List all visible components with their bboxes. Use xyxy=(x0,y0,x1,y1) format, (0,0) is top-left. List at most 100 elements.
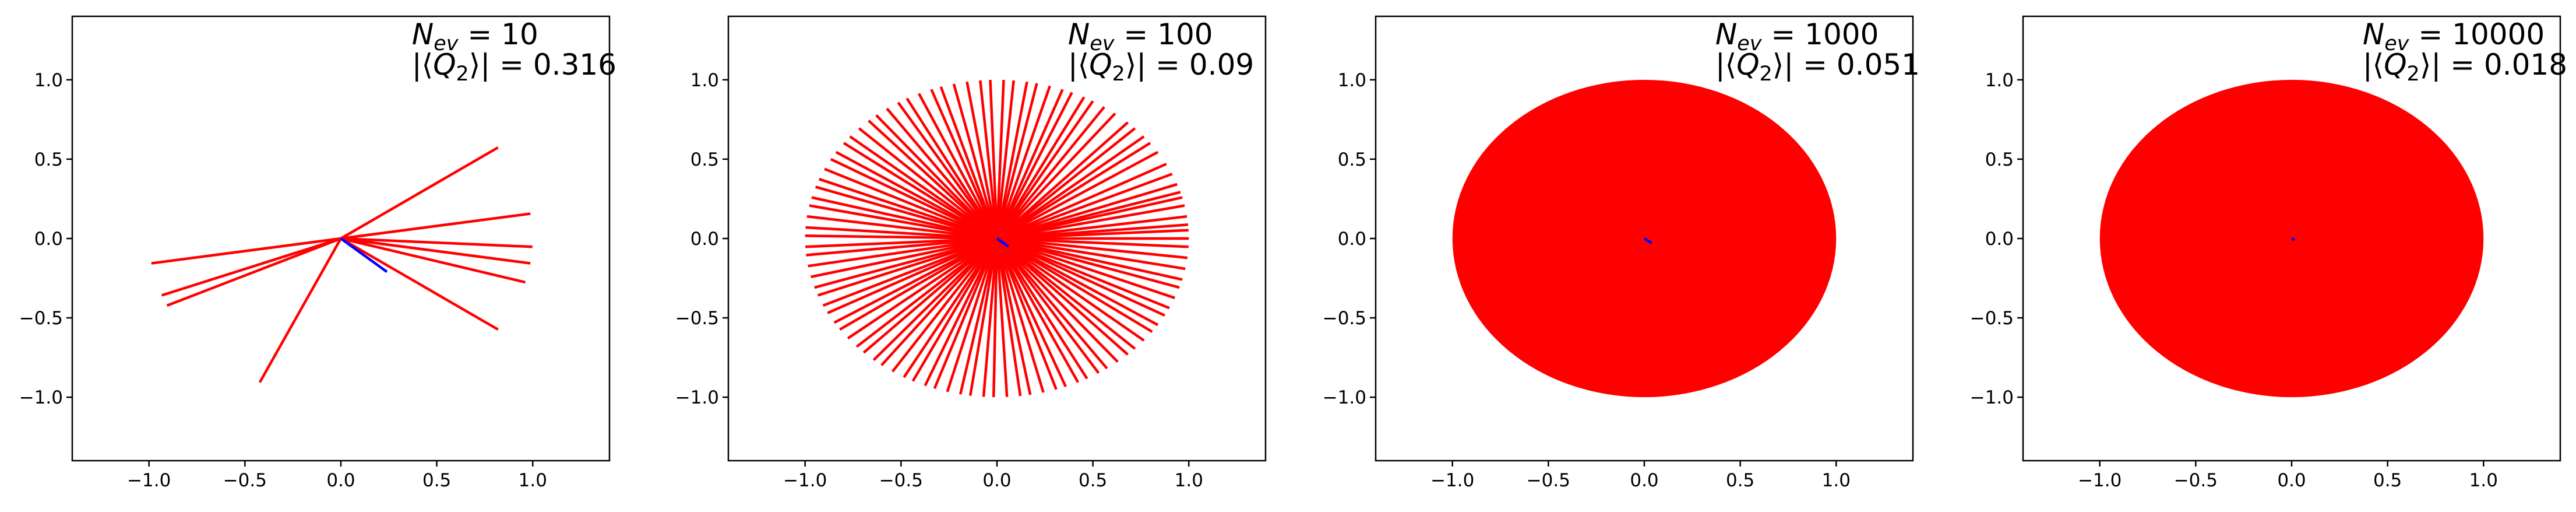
y-tick-label: −0.5 xyxy=(675,308,719,329)
x-tick-label: −0.5 xyxy=(223,470,267,491)
vector xyxy=(808,237,998,268)
symbol: N xyxy=(412,17,434,51)
vector xyxy=(855,237,998,348)
x-tick-label: 0.0 xyxy=(1630,470,1658,491)
vector xyxy=(996,237,1145,342)
vector xyxy=(939,86,999,239)
vector xyxy=(875,114,998,240)
x-tick-label: 0.0 xyxy=(982,470,1011,491)
vector xyxy=(996,237,1188,259)
mean-vector xyxy=(340,237,388,273)
vector xyxy=(911,237,998,382)
q-subscript: 2 xyxy=(2407,62,2420,86)
vector xyxy=(996,237,1088,380)
vector xyxy=(340,146,499,240)
x-tick-label: 0.5 xyxy=(1079,470,1107,491)
subscript: ev xyxy=(1090,32,1115,55)
x-tick-label: −0.5 xyxy=(879,470,923,491)
annotation-q2: |⟨Q2⟩| = 0.051 xyxy=(1715,48,1920,86)
vector xyxy=(340,237,499,331)
vector xyxy=(996,191,1181,240)
value-text: = 100 xyxy=(1114,17,1213,51)
plot-area xyxy=(151,146,533,383)
x-tick-label: 1.0 xyxy=(519,470,547,491)
symbol: N xyxy=(1068,17,1090,51)
q-text: ⟩| = 0.018 xyxy=(2420,48,2567,82)
y-tick-label: 1.0 xyxy=(34,70,63,91)
x-tick-label: −1.0 xyxy=(127,470,171,491)
x-tick-label: 0.5 xyxy=(2373,470,2402,491)
subscript: ev xyxy=(1737,32,1763,55)
subscript: ev xyxy=(2384,32,2410,55)
y-tick-label: −0.5 xyxy=(1970,308,2014,329)
vector xyxy=(996,237,1108,370)
vector xyxy=(996,150,1159,240)
vector xyxy=(827,237,998,314)
vector xyxy=(996,237,1165,317)
y-tick-label: 1.0 xyxy=(690,70,719,91)
q-open: |⟨ xyxy=(1068,48,1089,82)
plot-area xyxy=(2099,79,2484,398)
vector xyxy=(996,204,1185,240)
vector xyxy=(996,237,1119,363)
vector xyxy=(995,79,1005,239)
annotation-q2: |⟨Q2⟩| = 0.018 xyxy=(2363,48,2567,86)
plot-area xyxy=(805,79,1189,398)
y-tick-label: 0.5 xyxy=(34,149,63,170)
vector xyxy=(995,238,1058,390)
vector xyxy=(989,79,999,239)
vector xyxy=(835,150,998,240)
q-text: ⟩| = 0.051 xyxy=(1772,48,1920,82)
panel: −1.0 −0.5 0.0 0.5 1.0 −1.0 −0.5 0.0 0.5 1.0 Nev = … xyxy=(1323,15,1920,491)
plot-area xyxy=(1452,79,1837,398)
vector xyxy=(996,237,1129,356)
mean-vector xyxy=(2290,237,2296,241)
vector xyxy=(996,223,1189,240)
vector xyxy=(979,80,999,239)
vector xyxy=(818,177,998,240)
y-tick-label: −1.0 xyxy=(19,387,63,408)
vector xyxy=(340,237,526,284)
symbol: N xyxy=(1715,17,1737,51)
vector xyxy=(880,237,998,366)
vector xyxy=(958,238,999,395)
vector xyxy=(995,89,1064,239)
vector xyxy=(968,238,999,396)
mean-vector xyxy=(1643,237,1653,245)
vector xyxy=(151,237,341,265)
subscript: ev xyxy=(434,32,459,55)
vector xyxy=(918,93,998,240)
q-symbol: Q xyxy=(2384,48,2406,82)
vector xyxy=(822,237,998,307)
vector xyxy=(817,237,998,297)
y-tick-label: 0.0 xyxy=(1985,229,2014,250)
vector xyxy=(996,215,1187,240)
vector xyxy=(933,238,999,390)
vector xyxy=(952,83,999,239)
q-symbol: Q xyxy=(433,48,456,82)
vector xyxy=(996,183,1178,240)
y-tick-label: 0.0 xyxy=(1338,229,1366,250)
vector xyxy=(996,237,1100,374)
y-tick-label: 1.0 xyxy=(1338,70,1366,91)
annotation-q2: |⟨Q2⟩| = 0.09 xyxy=(1068,48,1254,86)
vector xyxy=(992,238,999,398)
vector xyxy=(924,238,999,387)
vector xyxy=(862,237,998,354)
vector xyxy=(833,237,998,324)
vector xyxy=(811,196,998,240)
x-tick-label: 0.5 xyxy=(422,470,451,491)
q-text: ⟩| = 0.09 xyxy=(1125,48,1254,82)
vector xyxy=(996,173,1173,240)
vector xyxy=(340,237,531,265)
vector xyxy=(805,226,998,240)
q-open: |⟨ xyxy=(412,48,433,82)
x-tick-label: −0.5 xyxy=(1527,470,1570,491)
y-tick-label: −1.0 xyxy=(1970,387,2014,408)
vector xyxy=(809,204,998,240)
vector xyxy=(996,237,1080,383)
value-text: = 10 xyxy=(458,17,538,51)
annotation-nev: Nev = 100 xyxy=(1068,17,1213,55)
mean-vector xyxy=(996,237,1010,248)
